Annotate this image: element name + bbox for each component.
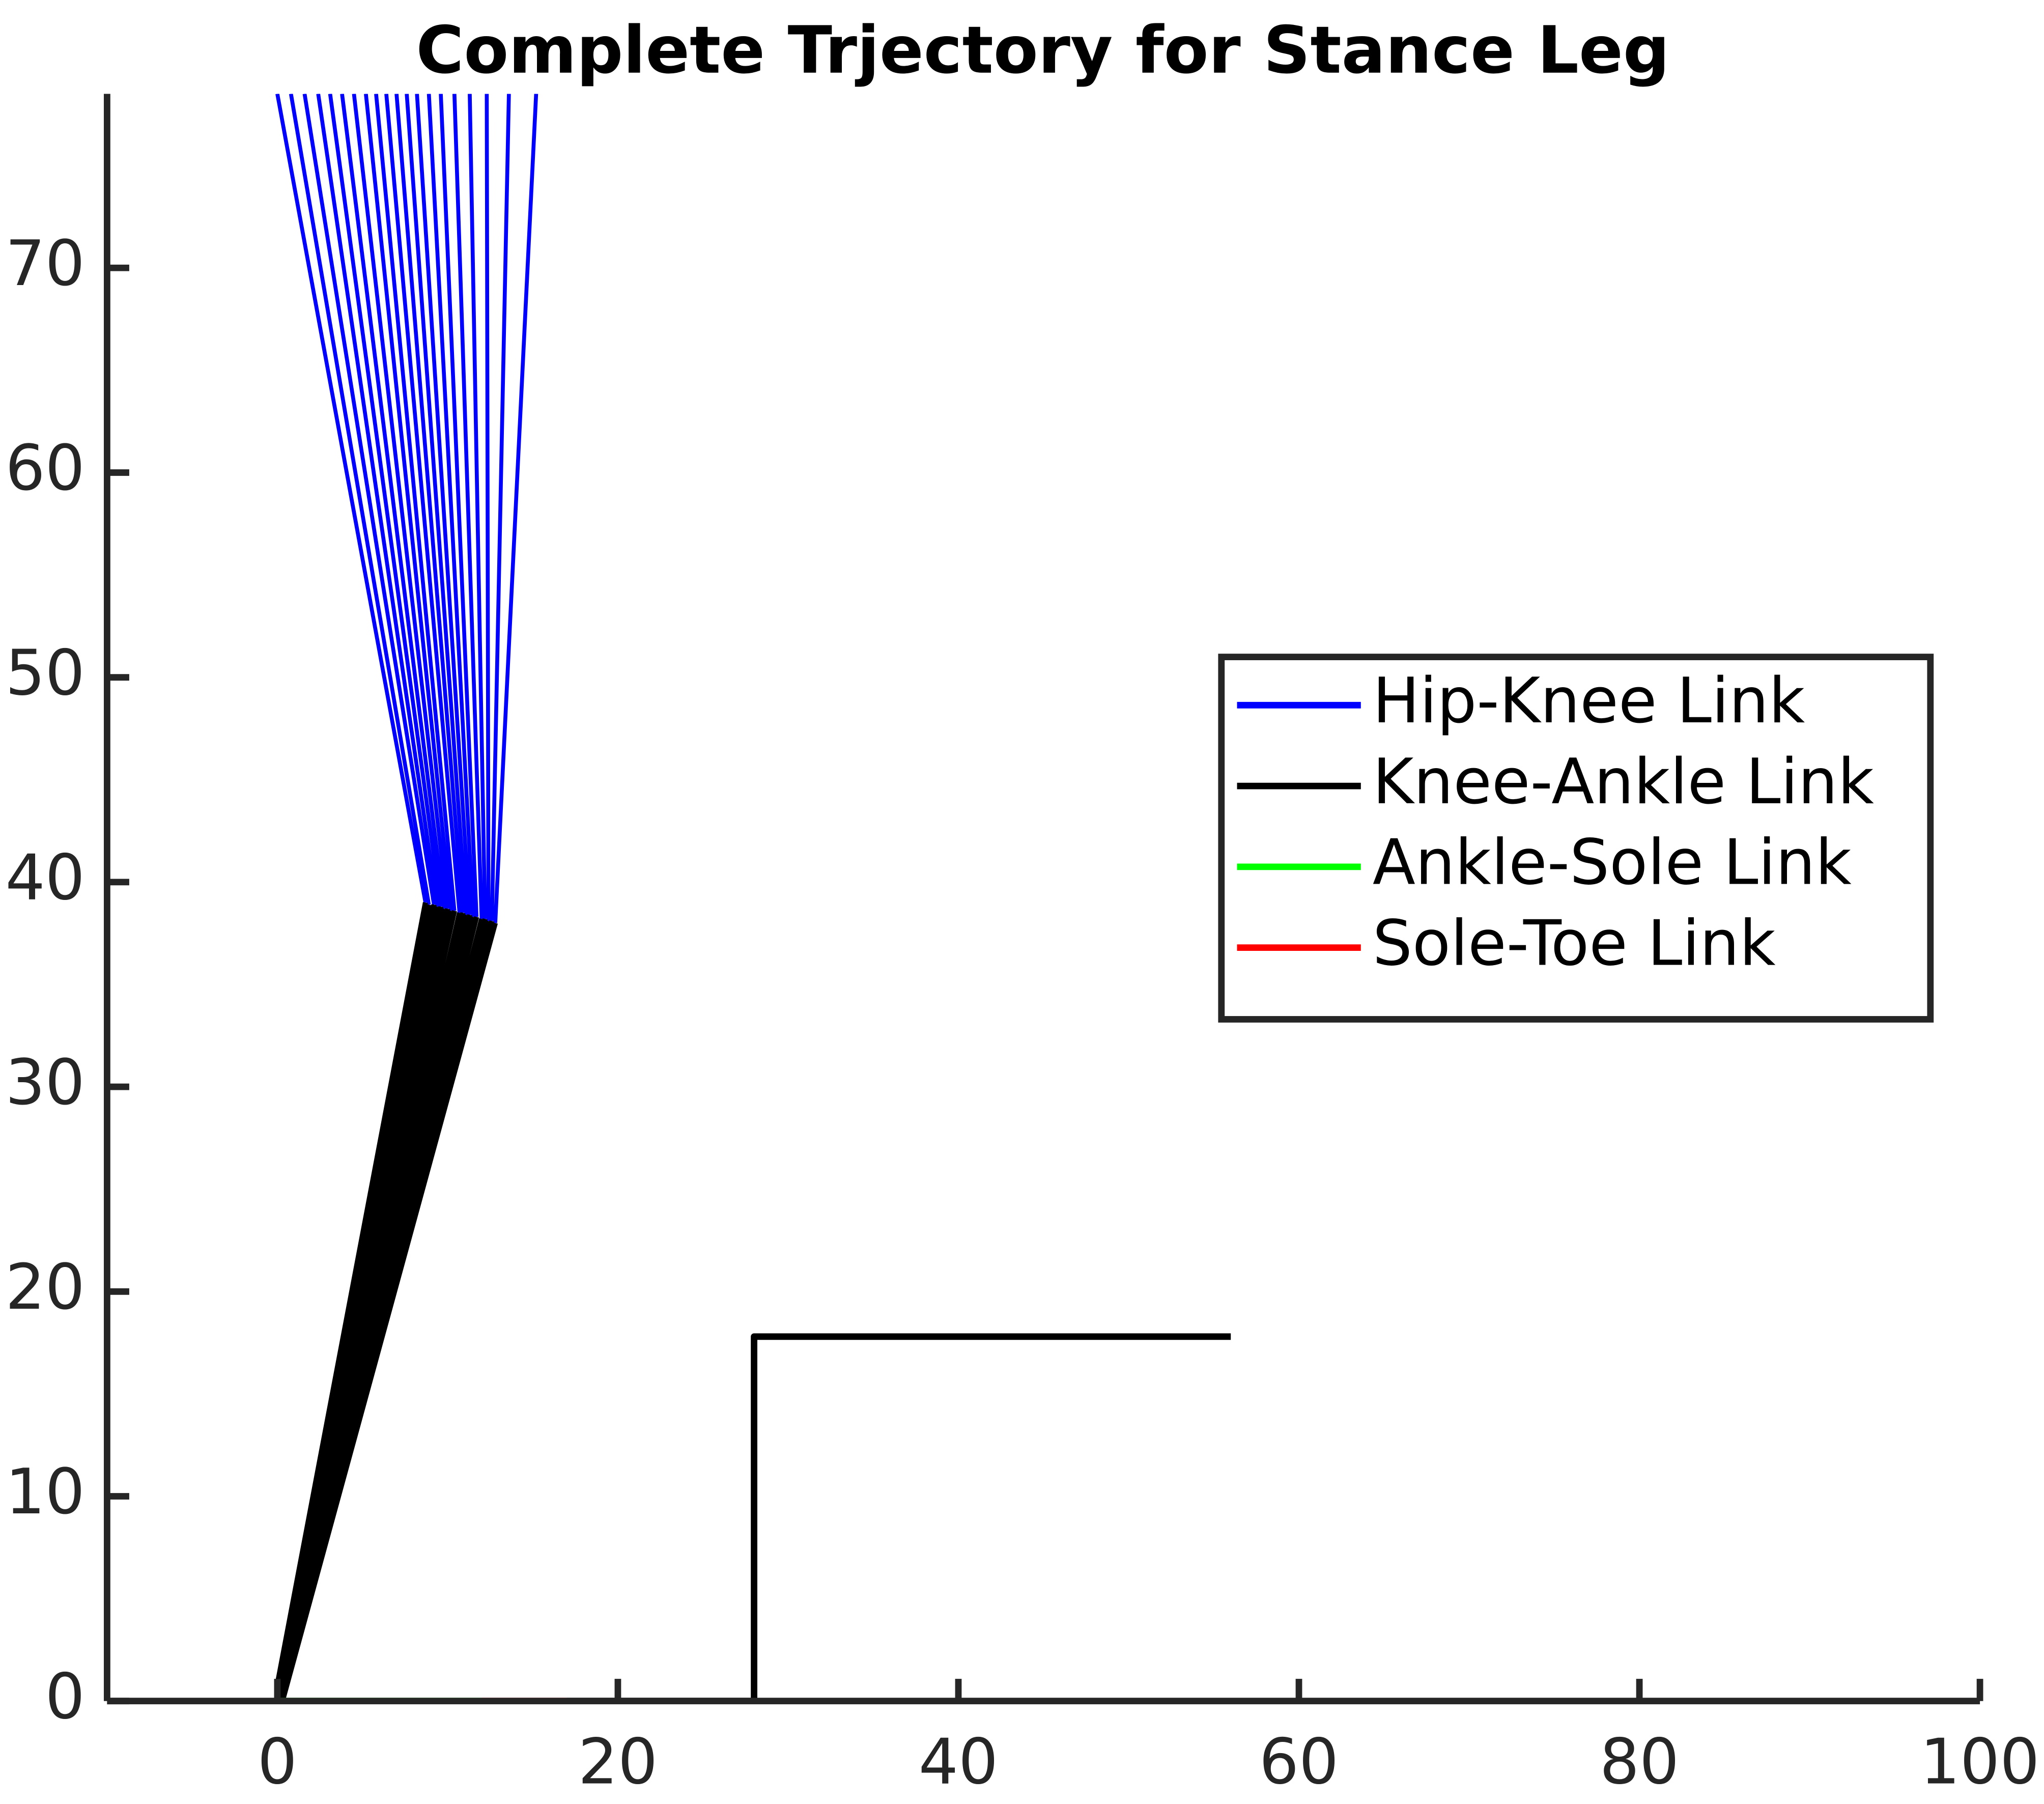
x-tick-label: 20 bbox=[578, 1725, 658, 1798]
axes: 0 10 20 30 40 50 60 70 0 20 40 60 80 100 bbox=[5, 94, 2039, 1798]
y-tick-label: 60 bbox=[5, 432, 84, 504]
y-tick-label: 10 bbox=[5, 1455, 84, 1528]
legend-label: Ankle-Sole Link bbox=[1373, 826, 1852, 899]
x-tick-label: 40 bbox=[919, 1725, 998, 1798]
y-tick-label: 40 bbox=[5, 841, 84, 914]
y-tick-label: 30 bbox=[5, 1046, 84, 1119]
legend-label: Hip-Knee Link bbox=[1373, 664, 1805, 737]
plot-area bbox=[274, 94, 1231, 1701]
legend: Hip-Knee Link Knee-Ankle Link Ankle-Sole L… bbox=[1218, 654, 1934, 1023]
y-tick-label: 20 bbox=[5, 1251, 84, 1323]
series-line bbox=[274, 902, 498, 1701]
y-tick-label: 70 bbox=[5, 227, 84, 300]
x-tick-label: 80 bbox=[1600, 1725, 1679, 1798]
series-line bbox=[275, 94, 538, 923]
legend-label: Sole-Toe Link bbox=[1373, 907, 1776, 979]
x-tick-label: 100 bbox=[1920, 1725, 2040, 1798]
y-tick-label: 0 bbox=[45, 1660, 85, 1733]
x-tick-label: 60 bbox=[1259, 1725, 1339, 1798]
legend-label: Knee-Ankle Link bbox=[1373, 745, 1874, 818]
legend-box bbox=[1218, 654, 1934, 1023]
x-tick-label: 0 bbox=[258, 1725, 297, 1798]
y-tick-label: 50 bbox=[5, 636, 84, 709]
series-line bbox=[566, 1333, 1231, 1701]
chart-title: Complete Trjectory for Stance Leg bbox=[416, 13, 1669, 89]
